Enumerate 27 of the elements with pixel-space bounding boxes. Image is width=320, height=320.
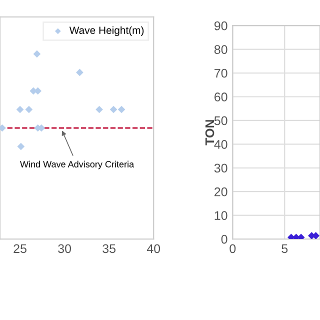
x-tick-label: 0 (230, 244, 236, 254)
point (16, 106, 24, 114)
y-tick-label: 10 (214, 211, 228, 220)
point (33, 50, 41, 58)
x-tick-label: 35 (102, 244, 116, 254)
y-tick-label: 90 (214, 21, 228, 30)
point (76, 68, 84, 76)
annotation: Wind Wave Advisory Criteria (20, 160, 134, 170)
x-tick-label: 30 (58, 244, 72, 254)
y-tick-label: 80 (214, 45, 228, 54)
y-tick-label: 30 (214, 164, 228, 173)
y-tick-label: 40 (214, 140, 228, 149)
y-tick-label: 20 (214, 187, 228, 196)
point (96, 106, 103, 114)
y-axis-title: TON (205, 120, 214, 146)
y-tick-label: 70 (214, 68, 228, 78)
x-tick-label: 25 (14, 244, 26, 254)
y-tick-label: 50 (214, 116, 228, 126)
x-tick-label: 40 (146, 244, 160, 254)
legend-label: Wave Height(m) (69, 26, 144, 36)
point (25, 106, 33, 114)
y-tick-label: 60 (214, 92, 228, 102)
point (118, 106, 126, 114)
point (110, 106, 118, 114)
y-tick-label: 0 (221, 234, 228, 244)
point (17, 142, 25, 150)
x-tick-label: 5 (282, 244, 288, 254)
